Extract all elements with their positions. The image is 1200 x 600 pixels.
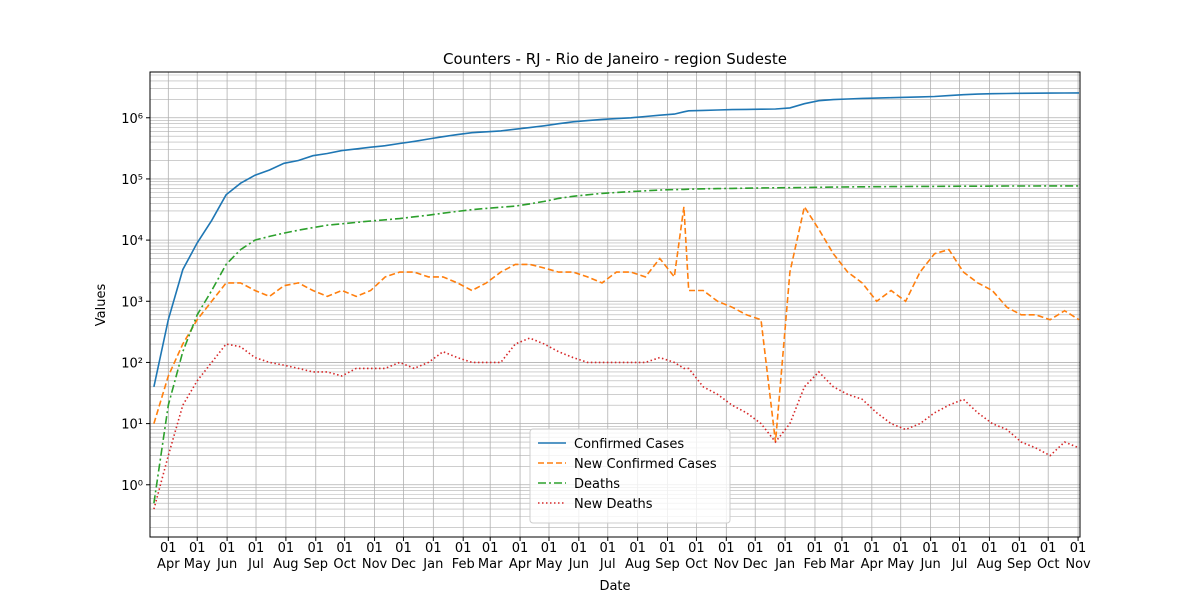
x-tick-label: 01 Feb — [803, 541, 827, 572]
x-tick-label: 01 Mar — [477, 541, 503, 572]
plot-frame — [149, 71, 1081, 538]
x-tick-label: 01 Oct — [333, 541, 356, 572]
y-tick-label: 10⁵ — [121, 173, 143, 188]
series-line — [153, 337, 1080, 510]
x-tick-label: 01 Oct — [1036, 541, 1060, 572]
x-tick-label: 01 Sep — [655, 541, 680, 572]
x-tick-label: 01 Jul — [247, 541, 265, 572]
legend-label: New Deaths — [574, 497, 653, 512]
x-tick-label: 01 Apr — [860, 541, 884, 572]
y-axis-label: Values — [94, 284, 109, 327]
x-tick-label: 01 Nov — [1065, 541, 1091, 572]
series-line — [153, 204, 1080, 443]
x-tick-label: 01 Jan — [775, 541, 796, 572]
x-tick-label: 01 May — [183, 541, 211, 572]
legend-label: New Confirmed Cases — [574, 457, 717, 472]
x-tick-label: 01 Jun — [216, 541, 238, 572]
x-tick-label: 01 Nov — [713, 541, 739, 572]
x-tick-label: 01 Mar — [829, 541, 855, 572]
x-tick-label: 01 Feb — [451, 541, 475, 572]
y-tick-label: 10⁴ — [121, 234, 143, 249]
x-tick-label: 01 Dec — [390, 541, 417, 572]
x-tick-label: 01 Apr — [508, 541, 532, 572]
x-tick-label: 01 May — [535, 541, 563, 572]
x-tick-label: 01 Sep — [303, 541, 328, 572]
y-tick-label: 10² — [121, 356, 143, 371]
x-tick-label: 01 Jun — [920, 541, 941, 572]
series-line — [153, 185, 1079, 504]
x-tick-label: 01 Dec — [742, 541, 768, 572]
x-tick-label: 01 Jul — [599, 541, 617, 572]
x-tick-label: 01 Aug — [624, 541, 651, 572]
x-axis-label: Date — [599, 579, 630, 594]
x-tick-label: 01 Nov — [361, 541, 388, 572]
x-tick-label: 01 Jan — [423, 541, 444, 572]
chart-title: Counters - RJ - Rio de Janeiro - region … — [443, 50, 787, 68]
x-tick-label: 01 Sep — [1007, 541, 1032, 572]
x-tick-label: 01 Aug — [976, 541, 1003, 572]
x-tick-label: 01 May — [887, 541, 915, 572]
series-line — [153, 92, 1080, 387]
y-tick-label: 10⁰ — [121, 479, 143, 494]
y-tick-label: 10¹ — [121, 418, 143, 433]
y-tick-label: 10⁶ — [121, 112, 143, 127]
legend-label: Deaths — [574, 477, 620, 492]
y-tick-label: 10³ — [121, 295, 143, 310]
x-tick-label: 01 Jun — [568, 541, 590, 572]
x-tick-label: 01 Oct — [685, 541, 708, 572]
x-tick-label: 01 Jul — [951, 541, 968, 572]
legend-box — [529, 428, 731, 524]
x-tick-label: 01 Apr — [157, 541, 180, 572]
legend-label: Confirmed Cases — [574, 437, 684, 452]
x-tick-label: 01 Aug — [273, 541, 299, 572]
